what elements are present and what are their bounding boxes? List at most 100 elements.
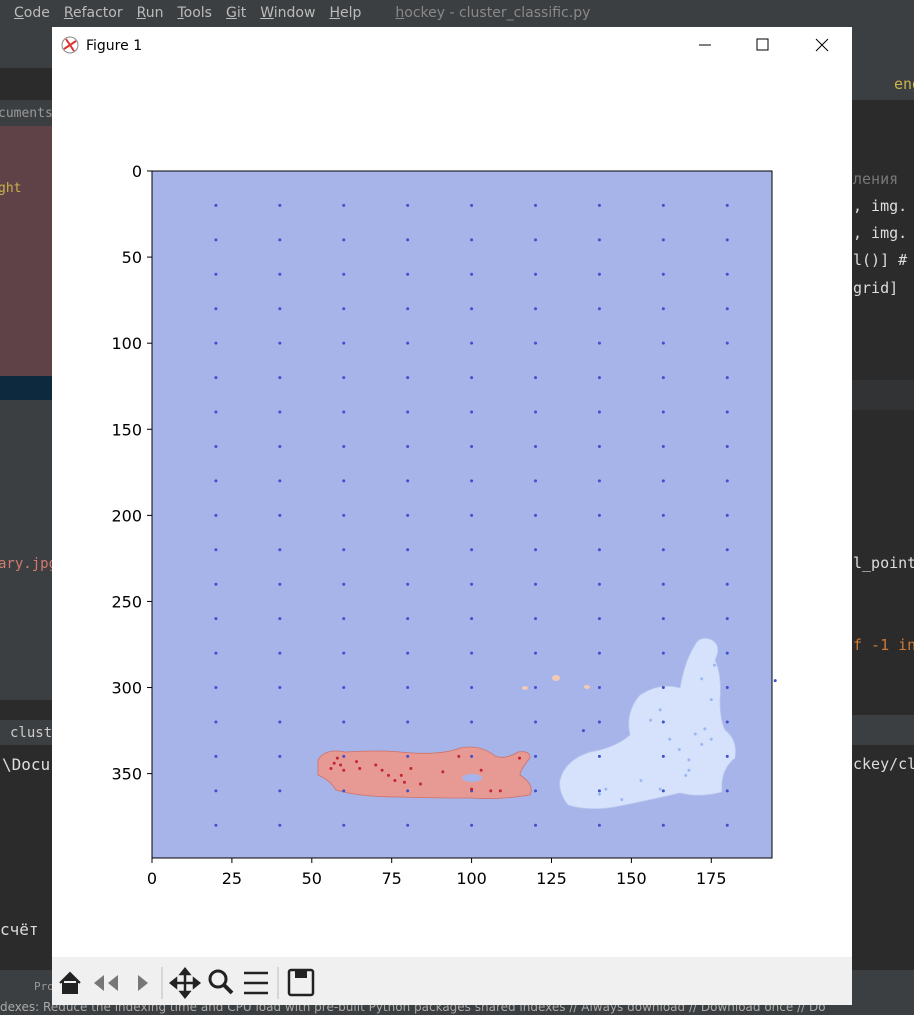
point: [725, 617, 729, 621]
point: [712, 663, 716, 667]
point: [406, 341, 410, 345]
point: [329, 766, 333, 770]
point: [700, 677, 704, 681]
point: [278, 651, 282, 655]
ide-left-text: ary.jpg: [0, 556, 58, 572]
ide-left-text: ght: [0, 181, 22, 196]
point: [342, 513, 346, 517]
forward-button[interactable]: [138, 975, 148, 991]
back-button[interactable]: [94, 975, 118, 991]
point: [534, 720, 538, 724]
point: [470, 341, 474, 345]
point: [342, 548, 346, 552]
point: [597, 238, 601, 242]
point: [278, 548, 282, 552]
point: [489, 789, 493, 793]
home-button[interactable]: [59, 971, 81, 994]
point: [597, 341, 601, 345]
point: [214, 513, 218, 517]
point: [399, 773, 403, 777]
point: [278, 238, 282, 242]
point: [342, 479, 346, 483]
config-button[interactable]: [244, 971, 268, 995]
window-title: Figure 1: [86, 38, 142, 54]
menu-item[interactable]: Code: [14, 5, 50, 21]
point: [406, 617, 410, 621]
point: [534, 823, 538, 827]
point: [661, 582, 665, 586]
point: [470, 376, 474, 380]
point: [620, 797, 624, 801]
point: [597, 307, 601, 311]
figure-window: Figure 1 0 25 50 75 100 125 150 175 0 50 100 150 200…: [52, 27, 852, 1005]
point: [597, 479, 601, 483]
small-region: [522, 686, 528, 690]
point: [725, 513, 729, 517]
point: [332, 761, 336, 765]
x-tick-label: 0: [147, 869, 157, 888]
point: [534, 410, 538, 414]
point: [534, 754, 538, 758]
point: [597, 823, 601, 827]
point: [214, 341, 218, 345]
x-tick-label: 150: [616, 869, 647, 888]
menu-item[interactable]: Window: [260, 5, 316, 21]
point: [725, 754, 729, 758]
point: [278, 203, 282, 207]
point: [725, 548, 729, 552]
point: [342, 341, 346, 345]
y-tick-label: 200: [111, 506, 142, 525]
point: [534, 341, 538, 345]
point: [661, 789, 665, 793]
point: [534, 617, 538, 621]
menu-item[interactable]: Help: [329, 5, 362, 21]
pan-button[interactable]: [168, 966, 202, 1000]
maximize-button[interactable]: [756, 38, 769, 51]
point: [278, 789, 282, 793]
point: [278, 376, 282, 380]
point: [677, 748, 681, 752]
left-run-tab: [0, 720, 52, 745]
point: [661, 444, 665, 448]
point: [661, 272, 665, 276]
ide-right-text: ления: [853, 170, 899, 188]
ide-right-text: l_point: [853, 554, 914, 572]
point: [470, 787, 474, 791]
point: [406, 548, 410, 552]
point: [534, 238, 538, 242]
point: [661, 513, 665, 517]
app-icon-mark: [63, 38, 77, 52]
x-tick-label: 50: [302, 869, 322, 888]
point: [725, 307, 729, 311]
point: [534, 203, 538, 207]
point: [457, 754, 461, 758]
point: [214, 582, 218, 586]
point: [342, 651, 346, 655]
point: [725, 203, 729, 207]
zoom-button[interactable]: [208, 969, 228, 989]
menu-item[interactable]: Refactor: [63, 5, 123, 21]
point: [661, 376, 665, 380]
point: [214, 238, 218, 242]
point: [534, 307, 538, 311]
point: [470, 513, 474, 517]
y-tick-label: 150: [111, 420, 142, 439]
point: [214, 754, 218, 758]
menu-item[interactable]: Run: [136, 5, 164, 21]
point: [406, 238, 410, 242]
menu-item[interactable]: Tools: [177, 5, 212, 21]
menu-item[interactable]: Git: [225, 5, 247, 21]
point: [725, 479, 729, 483]
close-button[interactable]: [815, 38, 829, 52]
point: [406, 479, 410, 483]
x-tick-label: 25: [222, 869, 242, 888]
point: [687, 768, 691, 772]
point: [639, 779, 643, 783]
point: [406, 272, 410, 276]
ide-left-text: \Docu: [2, 755, 51, 774]
point: [355, 760, 359, 764]
point: [719, 648, 723, 652]
point: [725, 823, 729, 827]
point: [725, 686, 729, 690]
point: [649, 718, 653, 722]
